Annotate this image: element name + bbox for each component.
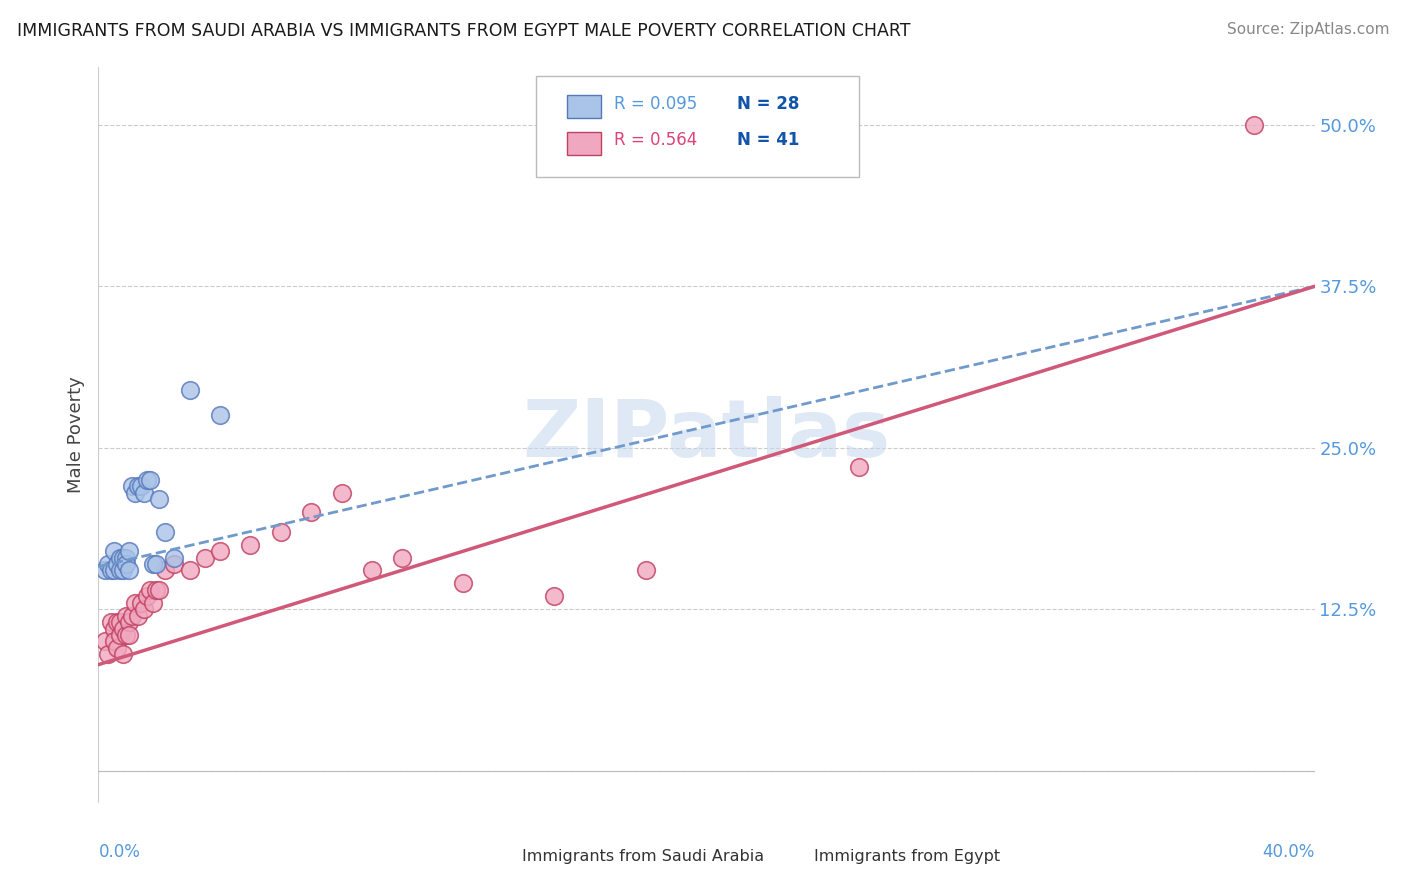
Point [127,479,149,493]
Point [139,473,162,487]
Point [93,563,115,577]
Point [270,524,292,539]
Point [114,608,136,623]
Text: 0.0%: 0.0% [98,843,141,862]
Point [100,615,122,629]
Text: 40.0%: 40.0% [1263,843,1315,862]
Point [132,486,155,500]
Text: Immigrants from Saudi Arabia: Immigrants from Saudi Arabia [522,849,763,864]
Point [114,628,136,642]
Point [209,544,232,558]
Point [155,563,177,577]
Point [179,383,201,397]
Point [848,460,870,475]
Point [100,563,122,577]
Point [132,602,155,616]
Point [108,550,131,565]
Point [111,550,134,565]
Point [145,582,167,597]
Point [103,634,125,648]
Point [118,563,141,577]
Point [118,544,141,558]
Point [111,563,134,577]
Point [105,640,128,655]
Point [118,628,141,642]
Point [155,524,177,539]
Point [129,479,152,493]
Point [121,479,143,493]
Point [299,505,322,519]
Point [96,557,118,571]
Point [108,615,131,629]
FancyBboxPatch shape [779,848,806,867]
Text: ZIPatlas: ZIPatlas [523,396,890,474]
Text: N = 41: N = 41 [737,131,799,150]
Point [453,576,475,591]
Point [111,622,134,636]
FancyBboxPatch shape [567,132,600,155]
Point [108,563,131,577]
Point [103,563,125,577]
Point [148,582,170,597]
Point [108,628,131,642]
Point [142,557,165,571]
FancyBboxPatch shape [488,848,515,867]
Point [96,648,118,662]
Point [142,596,165,610]
Point [136,473,159,487]
Point [148,492,170,507]
Point [114,557,136,571]
Text: Immigrants from Egypt: Immigrants from Egypt [814,849,1000,864]
Text: Source: ZipAtlas.com: Source: ZipAtlas.com [1226,22,1389,37]
Point [391,550,413,565]
Point [194,550,217,565]
Point [121,608,143,623]
Point [103,544,125,558]
Point [124,486,146,500]
Point [543,589,565,603]
Point [129,596,152,610]
Point [163,557,186,571]
Point [103,622,125,636]
Point [111,648,134,662]
Point [105,557,128,571]
Text: R = 0.095: R = 0.095 [614,95,697,112]
Text: R = 0.564: R = 0.564 [614,131,697,150]
Point [145,557,167,571]
Text: IMMIGRANTS FROM SAUDI ARABIA VS IMMIGRANTS FROM EGYPT MALE POVERTY CORRELATION C: IMMIGRANTS FROM SAUDI ARABIA VS IMMIGRAN… [17,22,910,40]
FancyBboxPatch shape [536,76,859,178]
Point [330,486,353,500]
Point [209,409,232,423]
Point [124,596,146,610]
FancyBboxPatch shape [567,95,600,119]
Point [93,634,115,648]
Point [239,538,262,552]
Point [139,582,162,597]
Point [136,589,159,603]
Point [163,550,186,565]
Y-axis label: Male Poverty: Male Poverty [66,376,84,493]
Point [361,563,384,577]
Point [634,563,657,577]
Point [179,563,201,577]
Point [114,550,136,565]
Point [118,615,141,629]
Point [1243,118,1265,132]
Point [105,615,128,629]
Point [127,608,149,623]
Text: N = 28: N = 28 [737,95,799,112]
